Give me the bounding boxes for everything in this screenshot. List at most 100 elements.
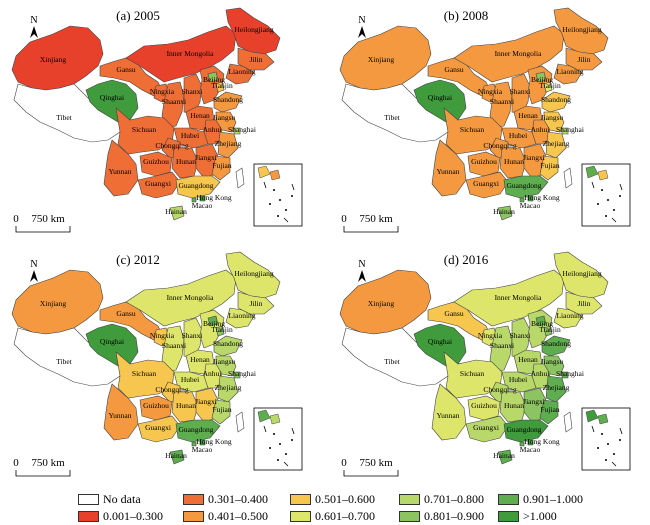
label-jiangxi: Jiangxi (523, 153, 545, 162)
province-guangdong (175, 419, 221, 443)
label-beijing: Beijing (203, 75, 225, 84)
province-guangxi (465, 415, 509, 443)
label-chongqing: Chongqing (483, 385, 517, 394)
map-panel-1: Xinjiang Tibet Qinghai Gansu Inner Mongolia H… (11, 7, 303, 233)
label-shanghai: Shanghai (228, 125, 256, 134)
scale-zero-label: 0 (13, 457, 19, 469)
label-shaanxi: Shaanxi (490, 97, 514, 106)
legend-swatch-c9 (498, 511, 519, 522)
label-shandong: Shandong (541, 339, 571, 348)
legend-swatch-c8 (498, 494, 519, 505)
province-yunnan (431, 139, 467, 197)
province-jilin (237, 291, 275, 315)
label-macao: Macao (520, 445, 541, 454)
label-guangxi: Guangxi (145, 179, 171, 188)
label-hongkong: Hong Kong (524, 437, 559, 446)
island-dot (607, 199, 609, 201)
province-tianjin (215, 81, 225, 93)
label-gansu: Gansu (116, 65, 135, 74)
province-guizhou (467, 395, 501, 421)
label-yunnan: Yunnan (109, 167, 132, 176)
province-liaoning (553, 63, 583, 85)
label-hainan: Hainan (165, 451, 187, 460)
province-taiwan (235, 411, 245, 433)
legend-label-c7: 0.801–0.900 (424, 509, 484, 523)
inset-coast (257, 409, 271, 423)
province-xinjiang (339, 25, 432, 91)
province-shanghai (233, 127, 241, 135)
inset-coast-2 (269, 413, 281, 425)
label-beijing: Beijing (531, 75, 553, 84)
label-hongkong: Hong Kong (196, 193, 231, 202)
label-shanghai: Shanghai (556, 369, 584, 378)
label-qinghai: Qinghai (100, 337, 124, 346)
nine-dash-line (263, 181, 295, 223)
province-tianjin (215, 325, 225, 337)
province-shandong (541, 91, 571, 113)
province-heilongjiang (553, 251, 609, 299)
province-hongkong (199, 195, 206, 202)
province-shanghai (233, 371, 241, 379)
legend-label-c4: 0.501–0.600 (315, 492, 375, 506)
province-xinjiang (11, 25, 104, 91)
island-dot (619, 439, 621, 441)
island-dot (605, 215, 607, 217)
province-hongkong (527, 195, 534, 202)
label-hainan: Hainan (493, 207, 515, 216)
label-tianjin: Tianjin (539, 325, 561, 334)
province-guangxi (137, 415, 181, 443)
label-shandong: Shandong (541, 95, 571, 104)
label-macao: Macao (192, 445, 213, 454)
province-tianjin (543, 325, 553, 337)
label-anhui: Anhui (531, 369, 550, 378)
island-dot (291, 439, 293, 441)
label-henan: Henan (518, 355, 538, 364)
panel-title: (d) 2016 (444, 252, 489, 267)
label-jiangxi: Jiangxi (195, 397, 217, 406)
map-panel-2: Xinjiang Tibet Qinghai Gansu Inner Mongolia H… (339, 7, 631, 233)
province-beijing (207, 315, 219, 327)
legend-label-c0: No data (103, 492, 141, 506)
label-liaoning: Liaoning (228, 67, 255, 76)
province-hainan (497, 205, 513, 221)
scale-bar (15, 226, 71, 233)
label-hunan: Hunan (176, 157, 196, 166)
province-guangdong (175, 175, 221, 199)
label-gansu: Gansu (116, 309, 135, 318)
province-xinjiang (11, 269, 104, 335)
legend-swatch-c7 (399, 511, 420, 522)
label-shanghai: Shanghai (228, 369, 256, 378)
scale-distance-label: 750 km (31, 213, 65, 225)
province-inner-mongolia (125, 25, 237, 83)
province-shandong (213, 91, 243, 113)
province-shaanxi (489, 325, 513, 373)
island-dot (269, 447, 271, 449)
province-guangdong (503, 175, 549, 199)
province-liaoning (225, 307, 255, 329)
label-tianjin: Tianjin (539, 81, 561, 90)
legend-swatch-c0 (78, 494, 99, 505)
province-guangdong (503, 419, 549, 443)
island-dot (273, 433, 275, 435)
label-anhui: Anhui (203, 125, 222, 134)
province-qinghai (413, 79, 467, 123)
island-dot (269, 203, 271, 205)
province-heilongjiang (553, 7, 609, 55)
province-liaoning (225, 63, 255, 85)
province-beijing (535, 315, 547, 327)
north-label: N (30, 259, 37, 270)
province-macao (519, 197, 525, 203)
north-arrow-icon (358, 270, 366, 282)
province-yunnan (103, 139, 139, 197)
label-qinghai: Qinghai (428, 337, 452, 346)
north-label: N (358, 259, 365, 270)
province-qinghai (85, 323, 139, 367)
label-shandong: Shandong (213, 339, 243, 348)
scale-bar (15, 470, 71, 477)
inset-coast (585, 409, 599, 423)
province-xinjiang (339, 269, 432, 335)
north-arrow-icon (30, 270, 38, 282)
province-shanghai (561, 127, 569, 135)
island-dot (291, 195, 293, 197)
province-liaoning (553, 307, 583, 329)
